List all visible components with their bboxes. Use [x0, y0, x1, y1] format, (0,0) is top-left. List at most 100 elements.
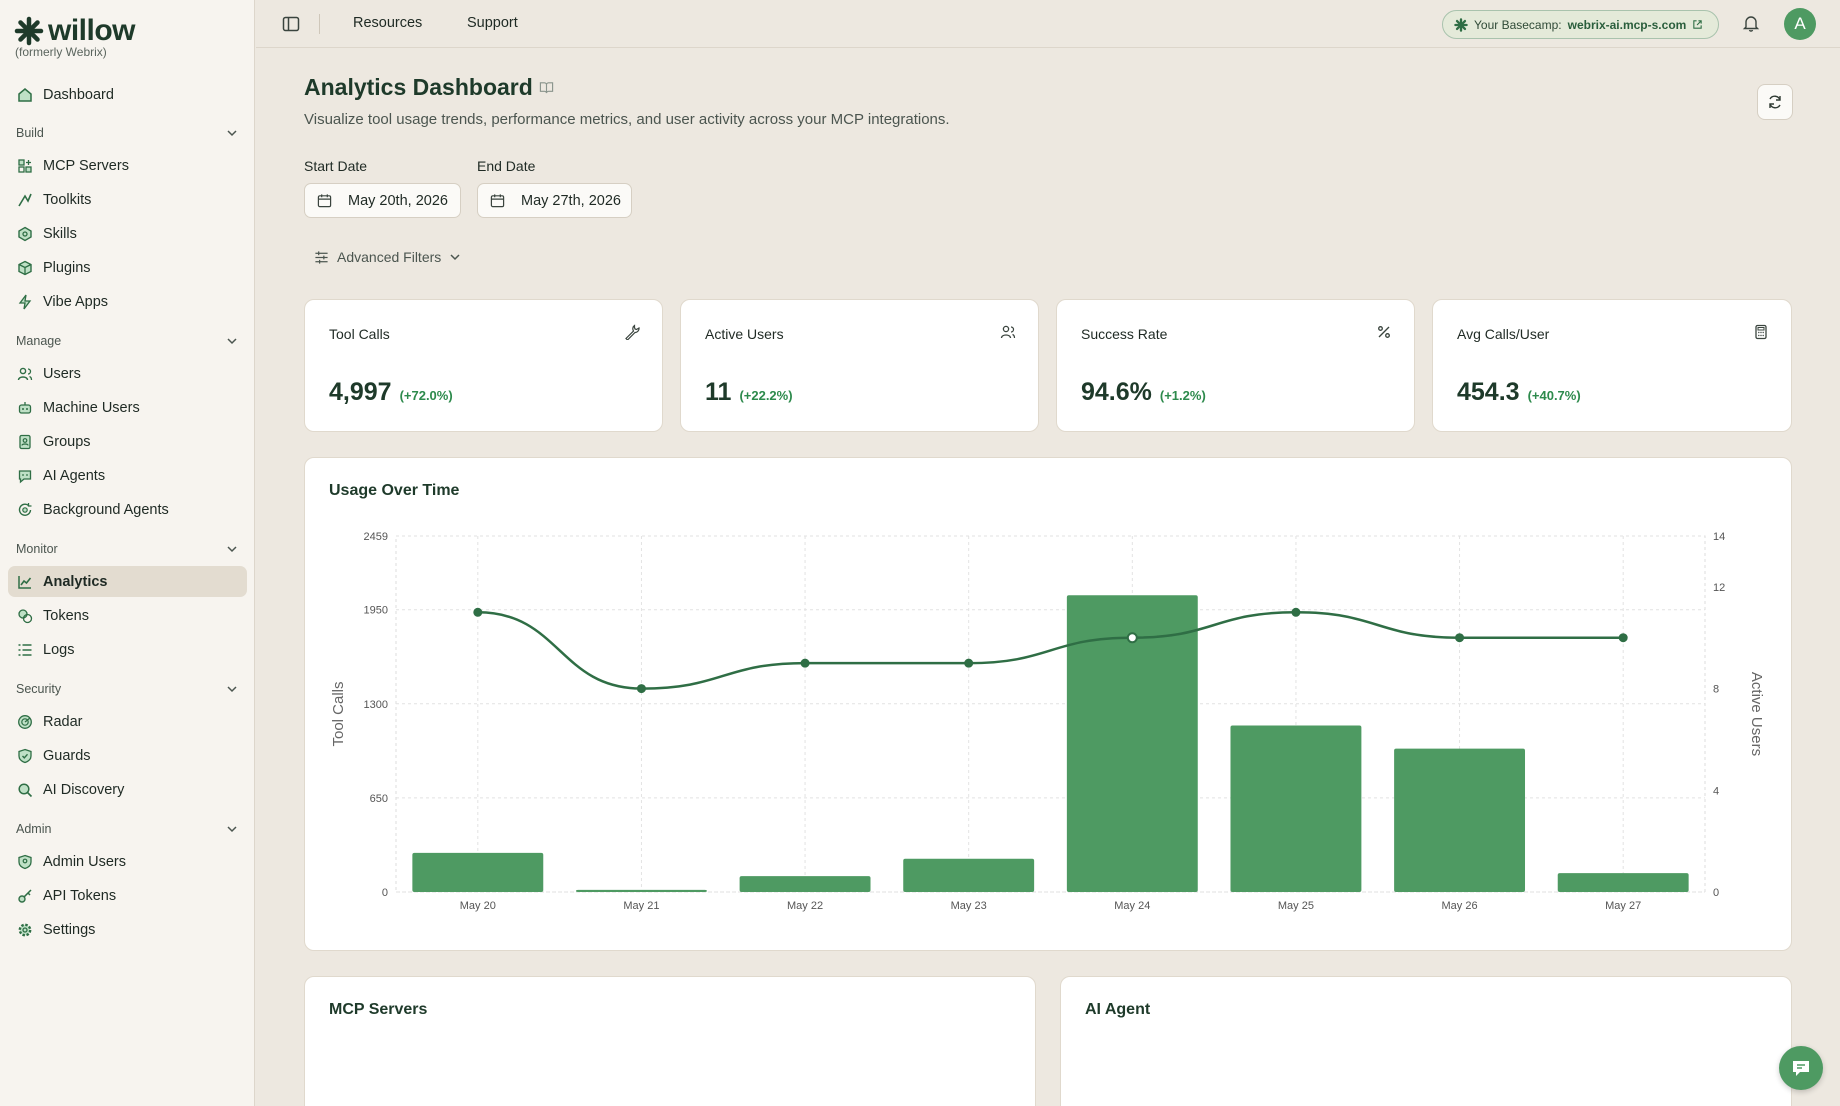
stat-card-success-rate: Success Rate 94.6% (+1.2%): [1056, 299, 1415, 432]
stat-value: 454.3: [1457, 378, 1520, 406]
section-manage[interactable]: Manage: [16, 334, 238, 348]
sidebar-item-logs[interactable]: Logs: [8, 634, 247, 665]
section-build[interactable]: Build: [16, 126, 238, 140]
point-active-users: [1618, 633, 1628, 643]
chart-line-icon: [18, 575, 32, 589]
sidebar-item-users[interactable]: Users: [8, 358, 247, 389]
logo[interactable]: willow: [14, 14, 136, 48]
sidebar-item-ai-agents[interactable]: AI Agents: [8, 460, 247, 491]
sidebar-item-label: Settings: [43, 921, 96, 938]
willow-logo-icon: [1454, 17, 1468, 32]
wrench-icon: [625, 324, 640, 340]
users-icon: [17, 367, 33, 380]
x-tick-label: May 22: [787, 900, 823, 912]
stat-delta: (+22.2%): [739, 388, 793, 403]
sidebar-item-plugins[interactable]: Plugins: [8, 252, 247, 283]
book-open-icon[interactable]: [539, 80, 554, 95]
chevron-down-icon: [227, 338, 237, 345]
sidebar-item-api-tokens[interactable]: API Tokens: [8, 880, 247, 911]
sidebar-item-skills[interactable]: Skills: [8, 218, 247, 249]
sidebar-item-toolkits[interactable]: Toolkits: [8, 184, 247, 215]
stat-value: 11: [705, 378, 732, 406]
sidebar-item-label: Logs: [43, 641, 75, 658]
section-security[interactable]: Security: [16, 682, 238, 696]
sidebar-item-guards[interactable]: Guards: [8, 740, 247, 771]
stat-title: Avg Calls/User: [1457, 326, 1550, 342]
y-tick-label: 1300: [364, 699, 388, 711]
sidebar-item-radar[interactable]: Radar: [8, 706, 247, 737]
refresh-button[interactable]: [1757, 84, 1793, 120]
point-active-users: [1455, 633, 1465, 643]
usage-chart: 0 650 1300 1950 2459 0 4 8 12 14 May 20 May 21 May 2…: [330, 531, 1765, 912]
section-label: Manage: [16, 334, 62, 348]
stat-value: 4,997: [329, 378, 392, 406]
sidebar-item-analytics[interactable]: Analytics: [8, 566, 247, 597]
chevron-down-icon: [227, 130, 237, 137]
sidebar-item-tokens[interactable]: Tokens: [8, 600, 247, 631]
start-date-label: Start Date: [304, 158, 368, 174]
calculator-icon: [1755, 324, 1767, 340]
chevron-down-icon: [227, 546, 237, 553]
bar-tool-calls: [575, 889, 707, 892]
section-label: Admin: [16, 822, 52, 836]
shield-user-icon: [18, 854, 32, 869]
y-tick-label: 1950: [364, 605, 388, 617]
y-tick-label: 2459: [364, 531, 388, 543]
advanced-filters-button[interactable]: Advanced Filters: [314, 249, 461, 265]
external-link-icon: [1693, 20, 1703, 29]
sidebar-item-background-agents[interactable]: Background Agents: [8, 494, 247, 525]
chevron-down-icon: [227, 826, 237, 833]
x-tick-label: May 25: [1278, 900, 1314, 912]
resources-link[interactable]: Resources: [353, 15, 423, 31]
bell-icon[interactable]: [1742, 14, 1760, 32]
x-tick-label: May 23: [951, 900, 987, 912]
stat-title: Active Users: [705, 326, 784, 342]
sidebar: willow (formerly Webrix) Dashboard Build…: [0, 0, 255, 1106]
start-date-picker[interactable]: May 20th, 2026: [304, 183, 461, 218]
start-date-value: May 20th, 2026: [348, 192, 448, 209]
card-title: AI Agent: [1085, 1001, 1151, 1018]
end-date-picker[interactable]: May 27th, 2026: [477, 183, 632, 218]
stat-value-row: 94.6% (+1.2%): [1081, 378, 1206, 407]
stat-card-active-users: Active Users 11 (+22.2%): [680, 299, 1039, 432]
y-axis-label: Tool Calls: [330, 681, 347, 746]
x-tick-label: May 20: [460, 900, 496, 912]
y2-tick-label: 8: [1713, 684, 1719, 696]
sidebar-item-vibe-apps[interactable]: Vibe Apps: [8, 286, 247, 317]
sidebar-item-ai-discovery[interactable]: AI Discovery: [8, 774, 247, 805]
section-monitor[interactable]: Monitor: [16, 542, 238, 556]
sidebar-item-admin-users[interactable]: Admin Users: [8, 846, 247, 877]
usage-over-time-card: Usage Over Time 0 650 1300 1950 2459 0 4 8 12 14 M…: [304, 457, 1792, 951]
bar-tool-calls: [739, 876, 871, 892]
chat-support-button[interactable]: [1779, 1046, 1823, 1090]
y2-tick-label: 4: [1713, 785, 1719, 797]
sidebar-item-settings[interactable]: Settings: [8, 914, 247, 945]
stat-title: Success Rate: [1081, 326, 1168, 342]
y2-tick-label: 12: [1713, 582, 1725, 594]
sidebar-toggle-icon[interactable]: [282, 15, 300, 33]
sidebar-item-mcp-servers[interactable]: MCP Servers: [8, 150, 247, 181]
section-label: Security: [16, 682, 62, 696]
avatar[interactable]: A: [1784, 8, 1816, 40]
basecamp-link[interactable]: Your Basecamp: webrix-ai.mcp-s.com: [1442, 10, 1719, 39]
brand-name: willow: [48, 14, 136, 47]
section-admin[interactable]: Admin: [16, 822, 238, 836]
page-subtitle: Visualize tool usage trends, performance…: [304, 111, 950, 128]
sidebar-item-label: Tokens: [43, 607, 89, 624]
willow-logo-icon: [14, 16, 44, 46]
ai-agent-card: AI Agent: [1060, 976, 1792, 1106]
topbar: Resources Support Your Basecamp: webrix-…: [256, 0, 1840, 48]
refresh-bot-icon: [18, 502, 32, 516]
calendar-icon: [317, 194, 332, 208]
bot-icon: [18, 401, 32, 414]
stat-title: Tool Calls: [329, 326, 390, 342]
key-icon: [18, 888, 32, 903]
sidebar-item-machine-users[interactable]: Machine Users: [8, 392, 247, 423]
sidebar-item-groups[interactable]: Groups: [8, 426, 247, 457]
y2-axis-label: Active Users: [1748, 672, 1765, 756]
support-link[interactable]: Support: [467, 15, 518, 31]
sidebar-item-dashboard[interactable]: Dashboard: [8, 79, 247, 110]
stat-value-row: 4,997 (+72.0%): [329, 378, 453, 407]
search-icon: [18, 782, 33, 797]
hexagon-icon: [18, 226, 32, 241]
